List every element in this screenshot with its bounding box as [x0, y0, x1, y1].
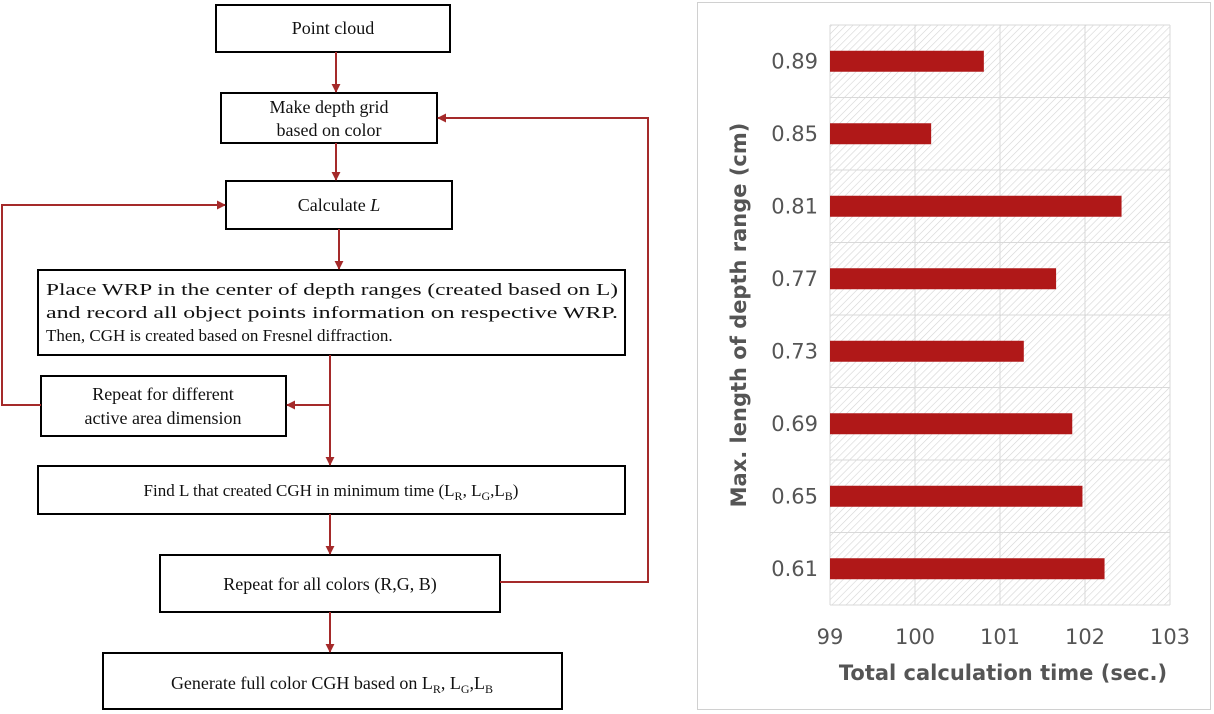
x-tick-labels: 99 100 101 102 103	[817, 625, 1190, 649]
label-generate: Generate full color CGH based on LR, LG,…	[171, 673, 493, 696]
y-tick-labels: 0.61 0.65 0.69 0.73 0.77 0.81 0.85 0.89	[771, 49, 818, 581]
label-repeat-colors: Repeat for all colors (R,G, B)	[223, 574, 436, 595]
generate-text: Generate full color CGH based on	[171, 673, 422, 693]
box-find-l	[37, 465, 626, 515]
find-l-sym-b: L	[494, 481, 504, 500]
wrp-line1: Place WRP in the center of depth ranges …	[46, 280, 618, 299]
bar	[830, 340, 1024, 362]
flowchart: Point cloud Make depth grid based on col…	[1, 4, 649, 710]
calculate-text: Calculate	[298, 195, 370, 215]
label-place-wrp: Place WRP in the center of depth ranges …	[46, 280, 618, 345]
find-l-sub-g: G	[481, 489, 490, 503]
generate-comma2: ,	[470, 673, 475, 693]
box-place-wrp	[37, 269, 626, 356]
wrp-line2: and record all object points information…	[46, 303, 618, 322]
bar	[830, 123, 932, 145]
y-tick-label: 0.73	[771, 339, 818, 363]
label-point-cloud: Point cloud	[292, 18, 375, 38]
find-l-sym-r: L	[444, 481, 454, 500]
y-tick-label: 0.89	[771, 49, 818, 73]
generate-sym-b: L	[474, 673, 485, 693]
x-tick-label: 100	[895, 625, 935, 649]
find-l-sym-g: L	[471, 481, 481, 500]
generate-sub-b: B	[485, 682, 493, 696]
calculate-var: L	[369, 195, 380, 215]
generate-comma1: ,	[441, 673, 450, 693]
label-depth-grid-line1: Make depth grid	[270, 97, 389, 117]
x-axis-title: Total calculation time (sec.)	[839, 661, 1167, 685]
generate-sub-r: R	[433, 682, 441, 696]
bar	[830, 268, 1057, 290]
find-l-text: Find L that created CGH in minimum time …	[144, 481, 445, 500]
bar	[830, 50, 984, 72]
label-calculate-l: Calculate L	[298, 195, 380, 215]
find-l-sub-b: B	[505, 489, 513, 503]
chart-panel: 0.61 0.65 0.69 0.73 0.77 0.81 0.85 0.89 99 100 10…	[697, 2, 1211, 710]
gridlines	[829, 24, 1171, 606]
loop-colors-to-grid	[437, 113, 649, 583]
y-tick-label: 0.65	[771, 484, 818, 508]
box-generate	[102, 652, 563, 710]
label-repeat-area-line2: active area dimension	[85, 408, 242, 428]
find-l-close: )	[513, 481, 519, 500]
bar	[830, 485, 1083, 507]
find-l-comma1: ,	[463, 481, 472, 500]
x-tick-label: 103	[1150, 625, 1190, 649]
label-repeat-area-line1: Repeat for different	[92, 384, 234, 404]
y-tick-label: 0.77	[771, 267, 818, 291]
generate-sym-g: L	[450, 673, 461, 693]
generate-sym-r: L	[422, 673, 433, 693]
x-tick-label: 102	[1065, 625, 1105, 649]
bar-chart: 0.61 0.65 0.69 0.73 0.77 0.81 0.85 0.89 99 100 10…	[727, 24, 1190, 685]
wrp-line3: Then, CGH is created based on Fresnel di…	[46, 326, 393, 345]
y-tick-label: 0.81	[771, 194, 818, 218]
bar	[830, 413, 1073, 435]
label-depth-grid-line2: based on color	[277, 120, 382, 140]
find-l-sub-r: R	[455, 489, 463, 503]
box-point-cloud	[215, 4, 451, 53]
y-tick-label: 0.85	[771, 122, 818, 146]
y-tick-label: 0.69	[771, 412, 818, 436]
bar	[830, 195, 1122, 217]
box-repeat-area	[40, 375, 287, 437]
generate-sub-g: G	[461, 682, 470, 696]
box-depth-grid	[220, 92, 438, 144]
bars	[830, 50, 1122, 580]
y-tick-label: 0.61	[771, 557, 818, 581]
bar	[830, 558, 1105, 580]
y-axis-title: Max. length of depth range (cm)	[727, 123, 751, 508]
label-find-l: Find L that created CGH in minimum time …	[144, 481, 519, 503]
loop-repeat-area-to-calc	[1, 200, 226, 406]
x-tick-label: 101	[980, 625, 1020, 649]
x-tick-label: 99	[817, 625, 844, 649]
connector-arrows	[1, 52, 649, 653]
find-l-comma2: ,	[490, 481, 494, 500]
